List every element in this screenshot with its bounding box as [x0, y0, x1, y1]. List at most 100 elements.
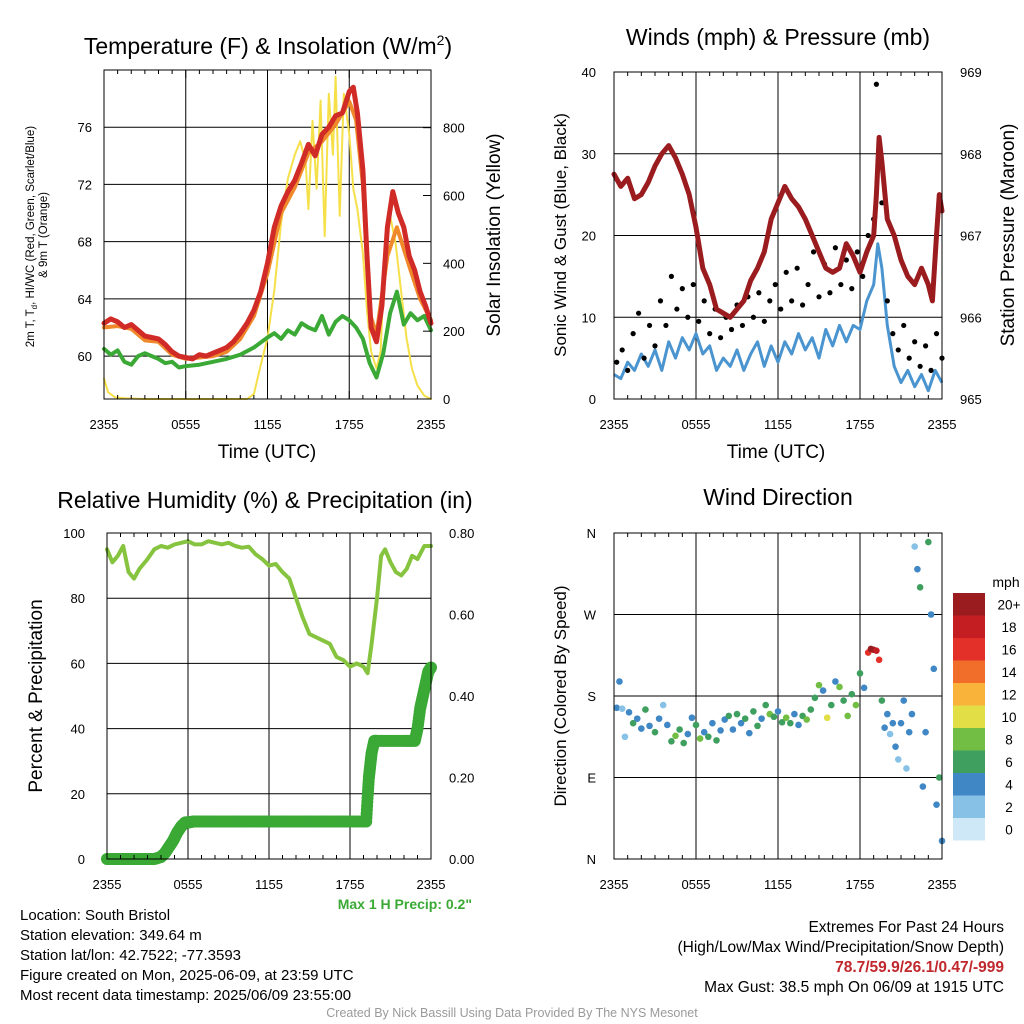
credit-line: Created By Nick Bassill Using Data Provi… [326, 1006, 698, 1020]
direction-point [713, 737, 720, 744]
legend-swatch [953, 728, 985, 751]
wind-series [611, 81, 945, 393]
x-tick-label: 1755 [335, 417, 364, 432]
y-tick-label: 0 [589, 392, 596, 407]
figure-created: Figure created on Mon, 2025-06-09, at 23… [20, 967, 354, 984]
legend-label: 18 [1001, 620, 1016, 635]
wind-direction-y-label: Direction (Colored By Speed) [551, 585, 570, 806]
direction-point [856, 670, 864, 677]
direction-point [774, 708, 782, 715]
gust-point [690, 281, 696, 288]
x-tick-label: 1155 [254, 417, 282, 432]
insolation-y-label: Solar Insolation (Yellow) [484, 133, 505, 336]
y-tick-label: 100 [63, 526, 85, 541]
wind-x-label: Time (UTC) [727, 442, 826, 463]
gust-point [696, 318, 702, 324]
gust-point [917, 363, 923, 369]
direction-point [911, 543, 918, 550]
y-tick-label: W [584, 608, 597, 623]
direction-point [840, 697, 847, 704]
direction-point [852, 701, 860, 709]
wind-direction-title: Wind Direction [703, 484, 853, 510]
legend-label: 0 [1005, 822, 1013, 837]
x-tick-label: 1755 [846, 417, 875, 432]
legend-label: 20+ [998, 597, 1021, 612]
gust-point [865, 232, 871, 239]
right-tick-label: 0.00 [449, 852, 474, 867]
gust-point [772, 281, 778, 288]
direction-point [875, 656, 883, 664]
direction-point [878, 697, 886, 704]
legend-label: 6 [1005, 755, 1013, 770]
gust-point [849, 286, 855, 292]
direction-point [629, 719, 637, 727]
gust-point [838, 281, 844, 288]
direction-point [916, 584, 924, 591]
legend-swatch [953, 750, 985, 773]
wind-panel: Winds (mph) & Pressure (mb) 2355 0555 1155… [551, 24, 1019, 463]
temperature-y-label: 2m T, Td, HI/WC (Red, Green, Scarlet/Blu… [25, 123, 50, 348]
gust-point [854, 249, 860, 255]
legend-title: mph [992, 574, 1019, 590]
y-tick-label: 40 [582, 65, 596, 80]
gust-point [707, 331, 713, 337]
wind-y-label: Sonic Wind & Gust (Blue, Black) [551, 113, 570, 357]
direction-point [903, 765, 910, 772]
legend-swatch [953, 615, 985, 638]
wind-direction-points [613, 538, 946, 845]
x-tick-label: 1155 [764, 417, 792, 432]
y-tick-label: 60 [78, 349, 92, 364]
gust-point [794, 265, 800, 271]
y-tick-label: 68 [78, 235, 92, 250]
speed-color-legend: mph 20+ 18 16 14 12 10 8 6 4 2 0 [953, 574, 1021, 841]
gust-point [657, 298, 664, 304]
right-tick-label: 0.60 [449, 608, 474, 623]
gust-point [739, 322, 746, 329]
direction-point [807, 706, 815, 713]
direction-point [905, 728, 913, 736]
direction-point [621, 733, 629, 741]
direction-point [782, 714, 790, 722]
direction-point [725, 712, 733, 720]
gust-point [614, 359, 620, 365]
y-tick-label: S [587, 689, 596, 704]
y-tick-label: N [587, 526, 596, 541]
direction-point [894, 756, 902, 763]
extremes-info: Extremes For Past 24 Hours (High/Low/Max… [678, 918, 1005, 998]
right-tick-label: 968 [960, 147, 982, 162]
humidity-title: Relative Humidity (%) & Precipitation (i… [57, 487, 472, 513]
direction-point [672, 732, 679, 740]
gust-point [641, 355, 647, 361]
direction-point [750, 708, 757, 715]
direction-point [737, 719, 745, 727]
direction-point [914, 565, 921, 573]
direction-point [815, 681, 823, 689]
direction-point [823, 714, 831, 722]
gust-point [728, 326, 735, 333]
x-tick-label: 0555 [171, 417, 200, 432]
humidity-panel: Relative Humidity (%) & Precipitation (i… [26, 487, 474, 912]
x-tick-label: 2355 [928, 877, 957, 892]
direction-point [828, 701, 835, 709]
gust-point [750, 314, 757, 320]
gust-point [890, 331, 896, 337]
gust-point [928, 367, 934, 373]
direction-point [778, 718, 786, 726]
y-tick-label: 30 [582, 147, 596, 162]
direction-point [684, 730, 692, 738]
temperature-axis-ticks: 2355 0555 1155 1755 2355 60 64 68 72 76 0 200 400 600… [78, 70, 465, 432]
direction-point [638, 725, 645, 732]
max-gust: Max Gust: 38.5 mph On 06/09 at 1915 UTC [704, 979, 1004, 996]
gust-point [718, 335, 724, 341]
gust-point [652, 343, 658, 349]
direction-point [646, 722, 653, 730]
wind-grid [614, 72, 942, 399]
gust-point [805, 281, 811, 288]
station-location: Location: South Bristol [20, 907, 171, 924]
gust-point [873, 81, 880, 87]
y-tick-label: 72 [78, 177, 92, 192]
legend-swatch [953, 795, 985, 818]
gust-point [756, 290, 762, 296]
gust-point [901, 322, 907, 329]
